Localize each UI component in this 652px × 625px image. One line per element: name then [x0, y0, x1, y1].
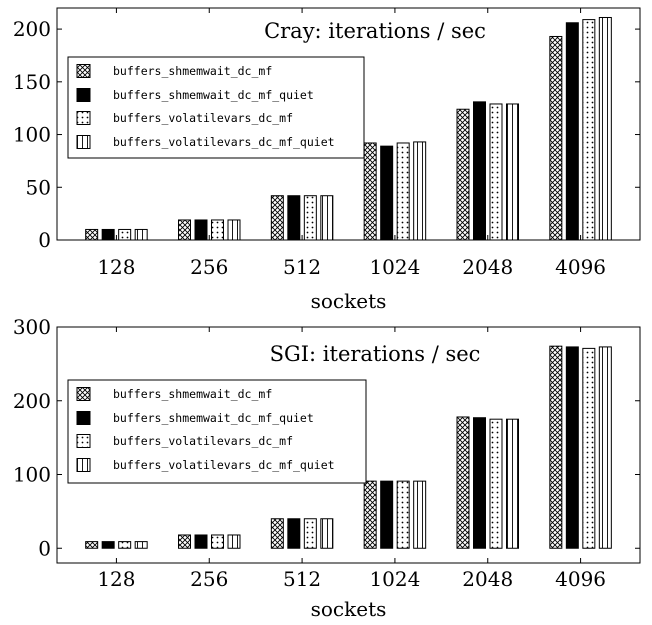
bar-dots — [303, 518, 317, 549]
bar-solid — [194, 219, 208, 241]
bar-vertical-lines — [598, 346, 612, 549]
y-tick-label: 0 — [38, 228, 51, 252]
bar-crosshatch — [85, 541, 99, 549]
legend-swatch-vertical-lines — [76, 458, 91, 472]
x-tick-label: 2048 — [462, 255, 513, 279]
x-tick-label: 4096 — [555, 567, 606, 591]
legend-label: buffers_shmemwait_dc_mf_quiet — [113, 411, 314, 425]
bar-solid — [194, 534, 208, 549]
bar-dots — [396, 142, 410, 241]
bar-crosshatch — [363, 142, 377, 241]
x-tick-label: 512 — [283, 255, 321, 279]
bar-crosshatch — [85, 228, 99, 241]
legend-label: buffers_shmemwait_dc_mf — [113, 64, 272, 78]
x-tick-label: 1024 — [369, 255, 420, 279]
y-tick-label: 200 — [13, 389, 51, 413]
bar-crosshatch — [549, 345, 563, 549]
bar-dots — [489, 103, 503, 241]
x-tick-label: 256 — [190, 567, 228, 591]
legend-box — [67, 56, 365, 159]
bar-solid — [287, 518, 301, 549]
chart-title: Cray: iterations / sec — [264, 19, 486, 43]
legend: buffers_shmemwait_dc_mf buffers_shmemwait… — [67, 56, 365, 159]
bar-crosshatch — [363, 480, 377, 549]
y-tick-label: 50 — [26, 175, 51, 199]
legend-swatch-crosshatch — [76, 64, 91, 78]
bar-vertical-lines — [134, 228, 148, 241]
bar-solid — [473, 417, 486, 549]
bar-solid — [565, 22, 579, 241]
plot-frame — [56, 326, 641, 564]
bar-dots — [303, 195, 317, 241]
bar-dots — [211, 219, 224, 241]
legend-swatch-solid — [76, 88, 91, 102]
bar-solid — [287, 195, 301, 241]
y-tick-label: 300 — [13, 315, 51, 339]
x-tick-label: 2048 — [462, 567, 513, 591]
bar-vertical-lines — [227, 534, 241, 549]
bar-vertical-lines — [320, 195, 334, 241]
y-tick-label: 200 — [13, 17, 51, 41]
bar-vertical-lines — [506, 418, 519, 549]
chart-title: SGI: iterations / sec — [270, 342, 481, 366]
bar-vertical-lines — [413, 480, 427, 549]
legend-swatch-dots — [76, 434, 91, 448]
bar-solid — [380, 145, 394, 241]
bar-vertical-lines — [598, 16, 612, 241]
legend-label: buffers_volatilevars_dc_mf — [113, 434, 293, 448]
legend-box — [67, 379, 367, 484]
bar-vertical-lines — [227, 219, 241, 241]
y-tick-label: 150 — [13, 70, 51, 94]
bar-vertical-lines — [413, 141, 427, 241]
x-tick-label: 256 — [190, 255, 228, 279]
x-axis-label: sockets — [311, 597, 387, 621]
bar-dots — [582, 19, 596, 241]
bar-dots — [396, 480, 410, 549]
bar-crosshatch — [178, 534, 191, 549]
bar-solid — [565, 346, 579, 549]
bar-crosshatch — [270, 195, 284, 241]
y-tick-label: 100 — [13, 463, 51, 487]
bar-dots — [489, 418, 503, 549]
bar-solid — [101, 541, 115, 549]
sgi-chart: 0 100 200 300 128 256 512 1024 2048 4096 SGI: iter… — [13, 315, 641, 621]
legend-label: buffers_volatilevars_dc_mf_quiet — [113, 135, 335, 149]
cray-chart: 0 50 100 150 200 128 256 512 1024 2048 4096 Cray: i… — [13, 7, 641, 313]
x-tick-label: 128 — [97, 567, 135, 591]
x-tick-label: 512 — [283, 567, 321, 591]
bar-crosshatch — [456, 108, 470, 241]
bar-dots — [118, 228, 132, 241]
bar-crosshatch — [456, 416, 470, 549]
x-tick-label: 1024 — [369, 567, 420, 591]
bar-dots — [582, 347, 596, 549]
bar-vertical-lines — [134, 541, 148, 549]
x-tick-label: 4096 — [555, 255, 606, 279]
legend-label: buffers_volatilevars_dc_mf — [113, 111, 293, 125]
bar-crosshatch — [270, 518, 284, 549]
y-tick-label: 100 — [13, 123, 51, 147]
y-tick-label: 0 — [38, 536, 51, 560]
bar-vertical-lines — [506, 103, 519, 241]
x-tick-label: 128 — [97, 255, 135, 279]
bar-solid — [380, 480, 394, 549]
bar-crosshatch — [178, 219, 191, 241]
legend-label: buffers_volatilevars_dc_mf_quiet — [113, 458, 335, 472]
legend-swatch-crosshatch — [76, 387, 91, 401]
legend-swatch-solid — [76, 411, 91, 425]
legend-label: buffers_shmemwait_dc_mf — [113, 387, 272, 401]
bar-crosshatch — [549, 35, 563, 241]
legend-swatch-vertical-lines — [76, 135, 91, 149]
x-axis-label: sockets — [311, 289, 387, 313]
legend-swatch-dots — [76, 111, 91, 125]
bar-dots — [211, 534, 224, 549]
bar-solid — [101, 228, 115, 241]
bar-dots — [118, 541, 132, 549]
legend-label: buffers_shmemwait_dc_mf_quiet — [113, 88, 314, 102]
plot-frame — [56, 7, 641, 241]
legend: buffers_shmemwait_dc_mf buffers_shmemwait… — [67, 379, 367, 484]
bar-solid — [473, 101, 486, 241]
bar-vertical-lines — [320, 518, 334, 549]
